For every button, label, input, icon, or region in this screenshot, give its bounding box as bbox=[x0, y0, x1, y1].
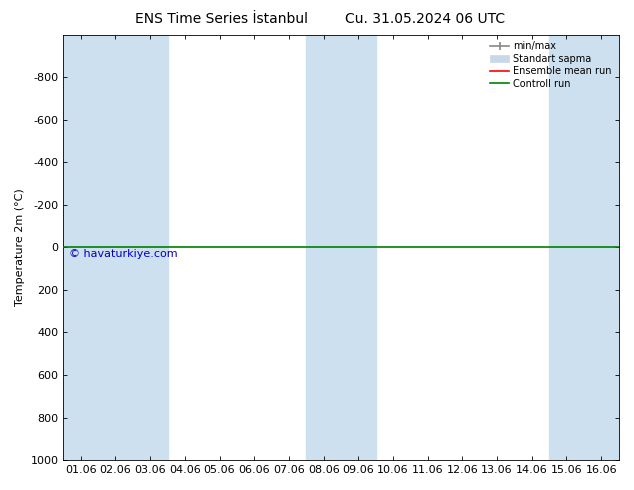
Text: Cu. 31.05.2024 06 UTC: Cu. 31.05.2024 06 UTC bbox=[345, 12, 505, 26]
Bar bbox=[63, 35, 167, 460]
Bar bbox=[306, 35, 376, 460]
Text: ENS Time Series İstanbul: ENS Time Series İstanbul bbox=[136, 12, 308, 26]
Bar bbox=[549, 35, 619, 460]
Y-axis label: Temperature 2m (°C): Temperature 2m (°C) bbox=[15, 189, 25, 306]
Legend: min/max, Standart sapma, Ensemble mean run, Controll run: min/max, Standart sapma, Ensemble mean r… bbox=[488, 40, 614, 91]
Text: © havaturkiye.com: © havaturkiye.com bbox=[69, 249, 178, 260]
